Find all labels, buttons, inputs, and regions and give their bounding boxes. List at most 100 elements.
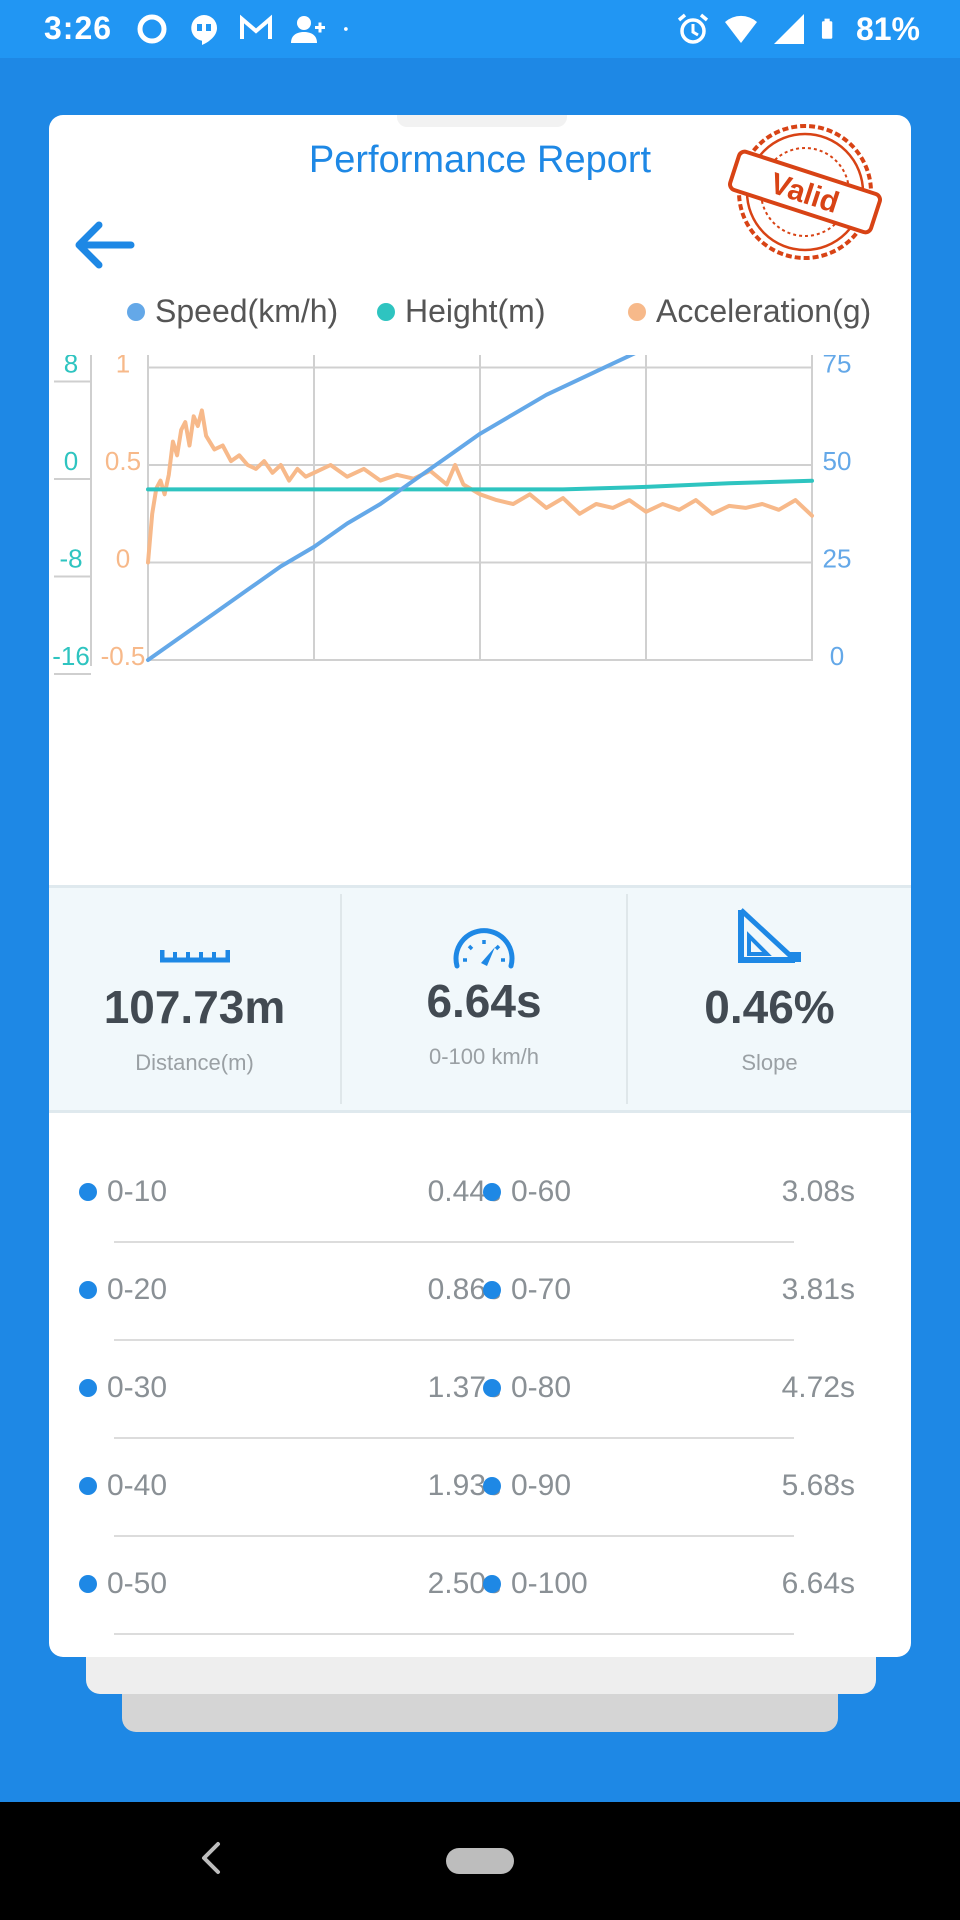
acceleration-tick-label: 1 bbox=[116, 355, 130, 379]
bullet-dot bbox=[483, 1477, 501, 1495]
status-bar: 3:26 81% bbox=[0, 0, 960, 58]
acceleration-tick-label: -0.5 bbox=[101, 641, 146, 671]
bullet-dot bbox=[79, 1379, 97, 1397]
bullet-dot bbox=[79, 1477, 97, 1495]
notification-icons bbox=[135, 10, 357, 48]
ruler-icon bbox=[159, 950, 230, 963]
nav-back-icon[interactable] bbox=[196, 1828, 226, 1888]
stat-divider bbox=[626, 894, 628, 1104]
legend-label-acceleration: Acceleration(g) bbox=[656, 293, 872, 329]
split-value: 4.72s bbox=[781, 1371, 855, 1404]
stat-acceleration-time: 6.64s 0-100 km/h bbox=[342, 888, 626, 1110]
bullet-dot bbox=[483, 1183, 501, 1201]
stat-slope: 0.46% Slope bbox=[628, 888, 911, 1110]
back-arrow-icon[interactable] bbox=[63, 210, 143, 280]
height-tick-label: -8 bbox=[59, 544, 82, 574]
series-line-acceleration-g bbox=[146, 408, 814, 565]
valid-stamp: Valid bbox=[728, 124, 882, 260]
split-label: 0-20 bbox=[79, 1273, 167, 1307]
speed-tick-label: 50 bbox=[823, 446, 852, 476]
speed-tick-label: 0 bbox=[830, 641, 844, 671]
acceleration-time-value: 6.64s bbox=[426, 975, 542, 1027]
split-label: 0-70 bbox=[483, 1273, 571, 1307]
split-value: 1.37s bbox=[427, 1371, 501, 1404]
acceleration-time-label: 0-100 km/h bbox=[428, 1044, 540, 1069]
split-value: 3.08s bbox=[781, 1175, 855, 1208]
row-divider bbox=[114, 1339, 794, 1341]
row-divider bbox=[114, 1241, 794, 1243]
height-tick-label: 8 bbox=[64, 355, 78, 379]
bullet-dot bbox=[483, 1379, 501, 1397]
split-label: 0-30 bbox=[79, 1371, 167, 1405]
split-label-text: 0-90 bbox=[511, 1469, 572, 1502]
slope-value: 0.46% bbox=[704, 981, 835, 1033]
split-label-text: 0-30 bbox=[107, 1371, 168, 1404]
table-row: 0-50 2.50s 0-100 6.64s bbox=[49, 1547, 911, 1645]
split-label: 0-40 bbox=[79, 1469, 167, 1503]
split-label-text: 0-40 bbox=[107, 1469, 168, 1502]
distance-label: Distance(m) bbox=[135, 1050, 254, 1075]
stat-divider bbox=[340, 894, 342, 1104]
bullet-dot bbox=[483, 1575, 501, 1593]
split-label: 0-10 bbox=[79, 1175, 167, 1209]
height-tick-label: 0 bbox=[64, 446, 78, 476]
split-value: 0.44s bbox=[427, 1175, 501, 1208]
split-label-text: 0-60 bbox=[511, 1175, 572, 1208]
split-label: 0-90 bbox=[483, 1469, 571, 1503]
status-time: 3:26 bbox=[44, 10, 113, 46]
report-card: Performance Report Valid Speed(km/h) Hei… bbox=[49, 115, 911, 1657]
row-divider bbox=[114, 1437, 794, 1439]
legend-label-speed: Speed(km/h) bbox=[155, 293, 339, 329]
split-label-text: 0-80 bbox=[511, 1371, 572, 1404]
speed-tick-label: 75 bbox=[823, 355, 852, 379]
gmail-icon bbox=[240, 14, 272, 39]
legend-label-height: Height(m) bbox=[405, 293, 546, 329]
navigation-bar bbox=[0, 1802, 960, 1920]
table-row: 0-10 0.44s 0-60 3.08s bbox=[49, 1155, 911, 1253]
split-value: 5.68s bbox=[781, 1469, 855, 1502]
stats-panel: 107.73m Distance(m) 6.64s 0-100 km/h 0.4… bbox=[49, 885, 911, 1113]
series-line-height-m bbox=[146, 478, 814, 492]
table-row: 0-20 0.86s 0-70 3.81s bbox=[49, 1253, 911, 1351]
acceleration-tick-label: 0.5 bbox=[105, 446, 141, 476]
legend-height: Height(m) bbox=[377, 293, 545, 330]
speedometer-icon bbox=[453, 928, 515, 969]
split-label: 0-60 bbox=[483, 1175, 571, 1209]
stat-distance: 107.73m Distance(m) bbox=[49, 888, 340, 1110]
chart-legend: Speed(km/h) Height(m) Acceleration(g) bbox=[77, 293, 907, 343]
system-icons: 81% bbox=[676, 8, 920, 50]
page-title: Performance Report bbox=[308, 139, 652, 181]
bullet-dot bbox=[79, 1575, 97, 1593]
add-contact-icon bbox=[291, 16, 325, 43]
acceleration-tick-label: 0 bbox=[116, 544, 130, 574]
split-label-text: 0-100 bbox=[511, 1567, 588, 1600]
split-label: 0-100 bbox=[483, 1567, 588, 1601]
hangouts-icon bbox=[191, 15, 217, 45]
slope-label: Slope bbox=[741, 1050, 798, 1075]
bullet-dot bbox=[483, 1281, 501, 1299]
alarm-icon bbox=[677, 13, 709, 44]
split-label-text: 0-10 bbox=[107, 1175, 168, 1208]
split-value: 3.81s bbox=[781, 1273, 855, 1306]
split-label: 0-80 bbox=[483, 1371, 571, 1405]
row-divider bbox=[114, 1535, 794, 1537]
split-value: 2.50s bbox=[427, 1567, 501, 1600]
bullet-dot bbox=[79, 1281, 97, 1299]
height-tick-label: -16 bbox=[52, 641, 90, 671]
bullet-dot bbox=[79, 1183, 97, 1201]
split-value: 1.93s bbox=[427, 1469, 501, 1502]
nav-home-button[interactable] bbox=[446, 1848, 514, 1874]
distance-value: 107.73m bbox=[103, 981, 286, 1033]
slope-icon bbox=[737, 908, 801, 963]
legend-speed: Speed(km/h) bbox=[127, 293, 338, 330]
legend-dot-height bbox=[377, 302, 395, 321]
dot-icon bbox=[344, 27, 348, 31]
split-label-text: 0-50 bbox=[107, 1567, 168, 1600]
speed-tick-label: 25 bbox=[823, 544, 852, 574]
series-line-speed-km-h bbox=[146, 355, 636, 662]
signal-icon bbox=[773, 14, 804, 44]
split-label-text: 0-70 bbox=[511, 1273, 572, 1306]
split-value: 6.64s bbox=[781, 1567, 855, 1600]
